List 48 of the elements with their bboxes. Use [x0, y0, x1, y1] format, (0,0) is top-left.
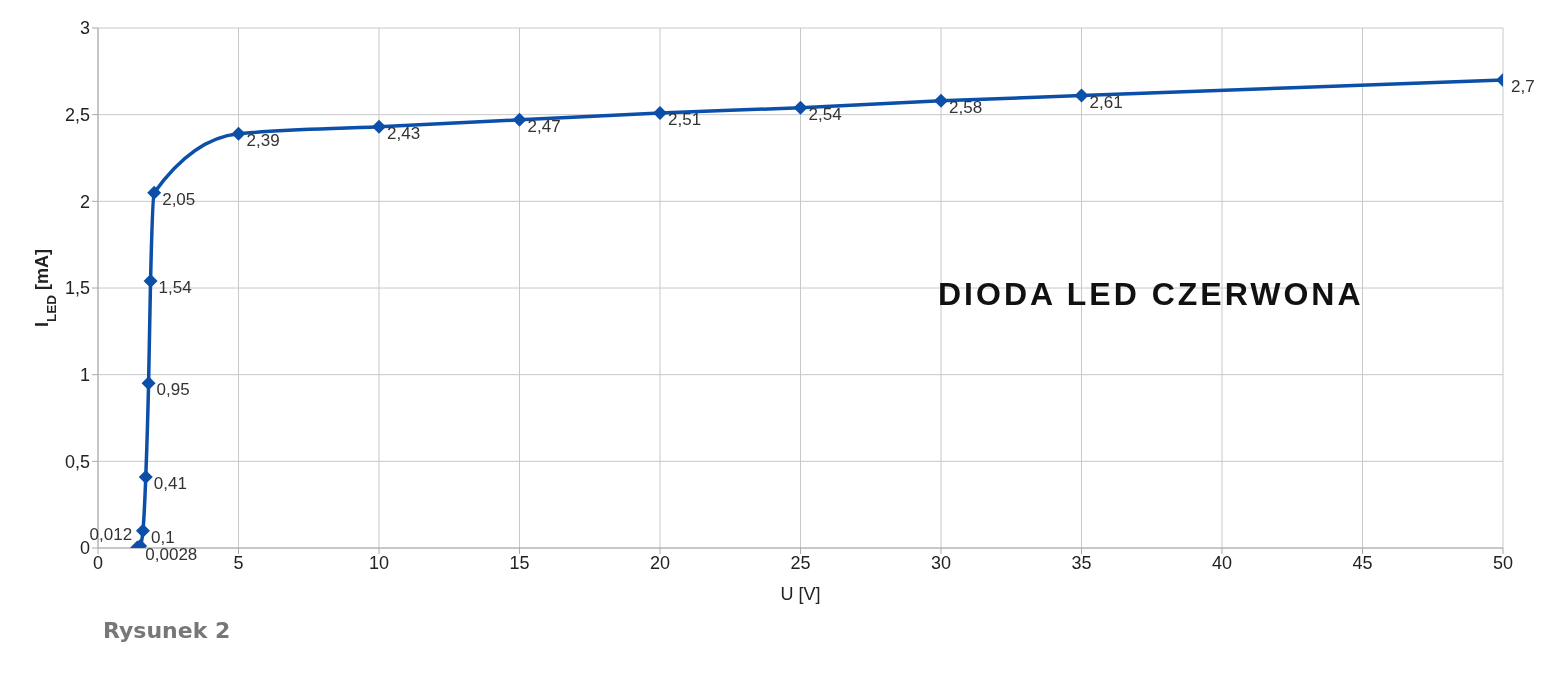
data-label: 2,61: [1089, 92, 1123, 112]
point: [143, 274, 158, 289]
data-label: 2,39: [246, 130, 280, 150]
y-tick-label: 0,5: [64, 451, 90, 472]
y-tick-label: 2: [79, 191, 90, 212]
point: [934, 93, 948, 108]
point: [653, 105, 667, 120]
y-tick-label: 0: [79, 538, 90, 559]
x-tick-label: 50: [1492, 552, 1514, 573]
annotation: DIODA LED CZERWONA: [938, 276, 1364, 313]
x-tick-label: 25: [790, 552, 811, 573]
x-tick-label: 35: [1071, 552, 1092, 573]
data-label: 0,95: [156, 380, 190, 400]
x-tick-label: 45: [1352, 552, 1373, 573]
point: [793, 100, 808, 115]
data-label: 0,012: [89, 524, 133, 544]
data-label: 2,43: [387, 123, 421, 143]
point: [372, 119, 386, 134]
x-tick-label: 0: [92, 552, 104, 573]
data-label: 2,58: [949, 97, 983, 117]
data-label: 2,47: [527, 116, 561, 136]
data-label: 0,41: [153, 473, 187, 493]
point: [512, 112, 527, 127]
data-label: 2,51: [668, 109, 702, 129]
x-tick-label: 20: [649, 552, 671, 573]
data-label: 0,0028: [145, 544, 198, 564]
x-tick-label: 40: [1211, 552, 1233, 573]
text: Rysunek 2: [103, 618, 231, 643]
x-tick-label: 5: [233, 552, 244, 573]
x-axis-title: U [V]: [780, 584, 821, 604]
point: [141, 376, 156, 391]
data-label: 2,05: [162, 189, 196, 209]
data-label: 1,54: [158, 278, 192, 298]
point: [138, 469, 153, 484]
point: [231, 126, 246, 141]
point: [1074, 88, 1089, 103]
x-tick-label: 30: [930, 552, 952, 573]
data-label: 2,7: [1511, 77, 1535, 96]
y-tick-label: 1,5: [64, 278, 90, 299]
y-tick-label: 3: [79, 18, 90, 39]
x-tick-label: 15: [509, 552, 530, 573]
x-tick-label: 10: [368, 552, 390, 573]
data-label: 0,1: [150, 527, 175, 547]
data-label: 2,54: [808, 104, 842, 124]
y-tick-label: 1: [79, 365, 90, 386]
point: [135, 523, 150, 538]
y-tick-label: 2,5: [64, 105, 90, 126]
point: [147, 185, 162, 200]
